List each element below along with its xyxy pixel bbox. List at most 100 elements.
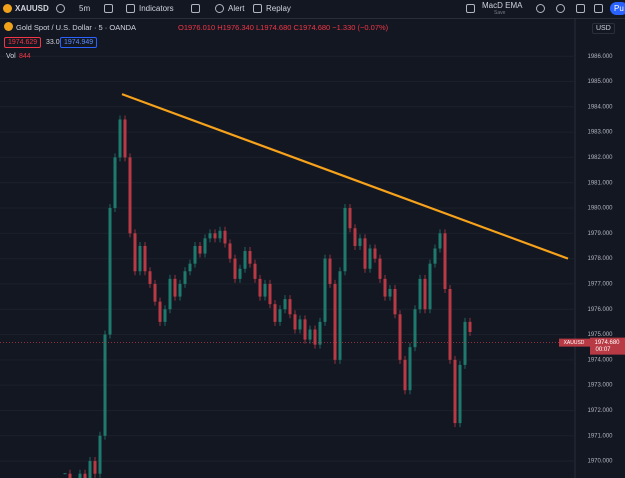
candle — [448, 288, 452, 360]
templates-icon[interactable] — [191, 4, 200, 13]
candle — [243, 251, 247, 269]
bid[interactable]: 1974.629 — [4, 37, 42, 48]
candle — [68, 473, 72, 478]
candle — [288, 299, 292, 315]
y-tick-label: 1985.000 — [587, 79, 613, 85]
layout-status: Save — [494, 10, 506, 16]
candle — [113, 157, 117, 209]
y-tick-label: 1973.000 — [587, 383, 613, 389]
compare-icon[interactable] — [56, 4, 65, 13]
candle — [363, 238, 367, 269]
symbol-icon — [4, 22, 13, 31]
candle — [418, 278, 422, 310]
currency[interactable]: USD — [592, 23, 615, 34]
y-tick-label: 1982.000 — [587, 155, 613, 161]
indicators-icon — [126, 4, 135, 13]
candle — [213, 233, 217, 239]
candle — [293, 314, 297, 330]
y-tick-label: 1980.000 — [587, 206, 613, 212]
candle — [388, 288, 392, 297]
y-tick-label: 1975.000 — [587, 332, 613, 338]
candle — [433, 248, 437, 264]
publish[interactable]: Pu — [610, 2, 625, 15]
candle — [173, 278, 177, 297]
chart-type-icon[interactable] — [104, 4, 113, 13]
candle — [78, 473, 82, 478]
candle — [268, 283, 272, 305]
candle — [308, 329, 312, 340]
candle — [333, 283, 337, 360]
candle — [133, 233, 137, 272]
settings-icon[interactable] — [556, 4, 565, 13]
snapshot-icon[interactable] — [594, 4, 603, 13]
candle — [303, 319, 307, 340]
candle — [98, 435, 102, 474]
y-tick-label: 1979.000 — [587, 231, 613, 237]
candle — [233, 258, 237, 279]
candle — [163, 309, 167, 322]
candle — [238, 268, 242, 279]
y-tick-label: 1974.000 — [587, 357, 613, 363]
candle — [108, 208, 112, 335]
candle — [123, 119, 127, 158]
indicators[interactable]: Indicators — [139, 4, 174, 13]
candle — [158, 301, 162, 322]
y-tick-label: 1983.000 — [587, 130, 613, 136]
volume-label: Vol — [6, 53, 16, 60]
candle — [468, 321, 472, 333]
candle — [278, 309, 282, 322]
candle — [393, 288, 397, 315]
symbol-icon — [3, 4, 12, 13]
candle — [328, 258, 332, 284]
candle — [358, 238, 362, 246]
fullscreen-icon[interactable] — [576, 4, 585, 13]
replay[interactable]: Replay — [266, 4, 291, 13]
y-tick-label: 1984.000 — [587, 104, 613, 110]
toolbar: XAUUSD 5m Indicators Alert Replay MacD E… — [0, 0, 625, 19]
candle — [118, 119, 122, 158]
candle — [273, 304, 277, 322]
candle — [83, 473, 87, 478]
y-tick-label: 1971.000 — [587, 433, 613, 439]
candle — [428, 263, 432, 310]
symbol-tag-label: XAUUSD — [564, 340, 585, 346]
candle — [383, 278, 387, 297]
candle — [203, 238, 207, 254]
trendline — [121, 93, 569, 260]
volume-value: 844 — [19, 53, 31, 60]
y-tick-label: 1981.000 — [587, 180, 613, 186]
candle — [323, 258, 327, 322]
candle — [178, 283, 182, 297]
interval[interactable]: 5m — [79, 4, 91, 13]
candle — [138, 245, 142, 272]
ask[interactable]: 1974.949 — [60, 37, 98, 48]
y-tick-label: 1970.000 — [587, 459, 613, 465]
candle — [153, 283, 157, 302]
price-axis — [575, 19, 625, 478]
layout-name[interactable]: MacD EMA — [482, 1, 523, 10]
candle — [403, 359, 407, 391]
candle — [408, 347, 412, 391]
candle — [103, 334, 107, 436]
candle — [193, 245, 197, 264]
candle — [258, 278, 262, 297]
countdown: 00:07 — [595, 347, 611, 353]
alert[interactable]: Alert — [228, 4, 245, 13]
candle — [208, 233, 212, 239]
search-icon[interactable] — [536, 4, 545, 13]
layout-icon — [466, 4, 475, 13]
symbol-tag — [559, 338, 590, 347]
candle — [228, 243, 232, 259]
symbol[interactable]: XAUUSD — [15, 4, 49, 13]
candle — [453, 359, 457, 424]
candle — [458, 364, 462, 424]
candle — [218, 230, 222, 239]
candle — [188, 263, 192, 272]
candle — [263, 283, 267, 297]
candle — [313, 329, 317, 345]
candle — [63, 473, 67, 475]
y-tick-label: 1972.000 — [587, 408, 613, 414]
candle — [343, 208, 347, 272]
candle — [128, 157, 132, 234]
